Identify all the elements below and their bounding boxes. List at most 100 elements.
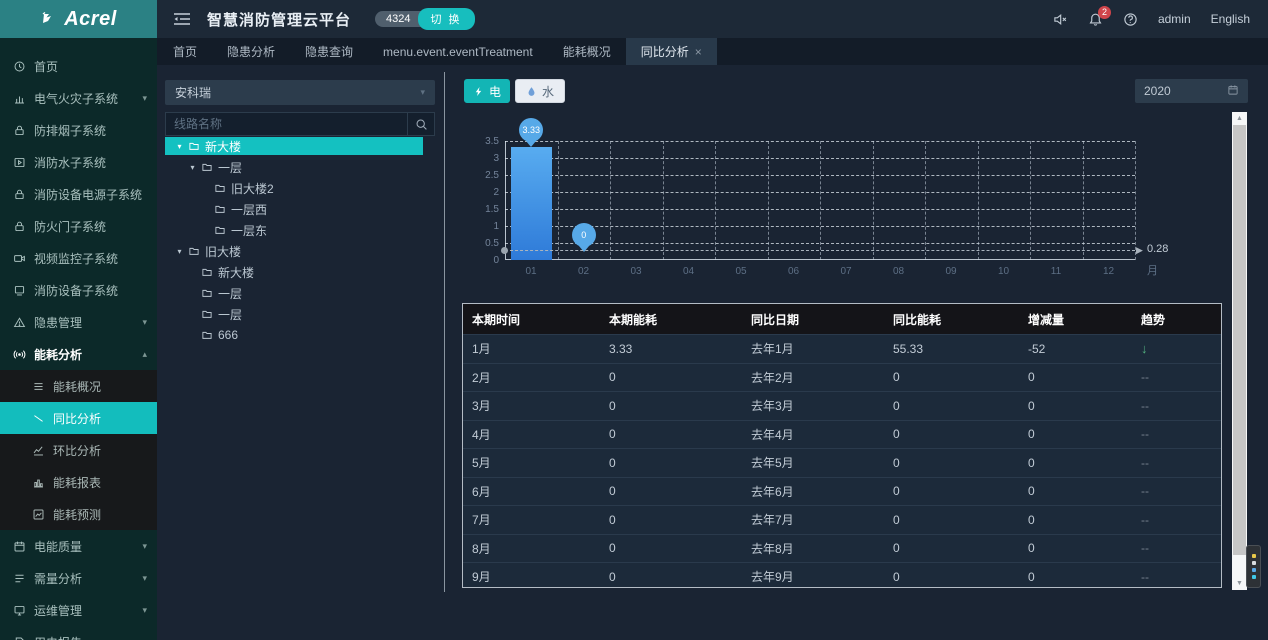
tree-node-1[interactable]: ▾一层: [165, 158, 423, 176]
table-row[interactable]: 9月0去年9月00--: [463, 562, 1221, 588]
tab-hazard-query[interactable]: 隐患查询: [290, 38, 368, 65]
y-axis-tick: 0: [461, 255, 499, 266]
sidebar-item-fire-door[interactable]: 防火门子系统: [0, 210, 157, 242]
table-row[interactable]: 7月0去年7月00--: [463, 505, 1221, 534]
tab-label: 隐患分析: [227, 43, 275, 60]
switch-button[interactable]: 切 换: [418, 8, 475, 30]
tab-home[interactable]: 首页: [158, 38, 212, 65]
company-select[interactable]: 安科瑞 ▾: [165, 80, 435, 105]
sidebar-item-power-quality[interactable]: 电能质量▾: [0, 530, 157, 562]
table-cell: 0: [884, 535, 1019, 563]
table-cell: 0: [1019, 478, 1132, 506]
close-icon[interactable]: ×: [695, 45, 702, 59]
y-axis-tick: 3.5: [461, 136, 499, 147]
sidebar-item-fire-water[interactable]: 消防水子系统: [0, 146, 157, 178]
tree-node-2[interactable]: 旧大楼2: [165, 179, 423, 197]
tree-node-5[interactable]: ▾旧大楼: [165, 242, 423, 260]
sidebar-subitem-energy-overview[interactable]: 能耗概况: [0, 370, 157, 402]
widget-dot: [1252, 554, 1256, 558]
markline-value: 0.28: [1147, 243, 1168, 255]
table-header-cell: 增减量: [1019, 304, 1132, 334]
sidebar-item-fire-equipment[interactable]: 消防设备子系统: [0, 274, 157, 306]
sidebar-item-home[interactable]: 首页: [0, 50, 157, 82]
tab-event-treatment[interactable]: menu.event.eventTreatment: [368, 38, 548, 65]
v-gridline: [1083, 141, 1084, 260]
caret-down-icon[interactable]: ▾: [173, 247, 186, 256]
sidebar-subitem-mom-analysis[interactable]: 环比分析: [0, 434, 157, 466]
sidebar-item-demand-analysis[interactable]: 需量分析▾: [0, 562, 157, 594]
scroll-up-icon[interactable]: ▲: [1232, 115, 1247, 122]
tree-node-0[interactable]: ▾ 新大楼: [165, 137, 423, 155]
sidebar-item-energy-analysis[interactable]: 能耗分析▴: [0, 338, 157, 370]
widget-dot: [1252, 575, 1256, 579]
line-search-input[interactable]: [165, 112, 407, 136]
sidebar-item-label: 防火门子系统: [34, 218, 106, 235]
caret-down-icon[interactable]: ▾: [173, 142, 186, 151]
sidebar-item-hazard-management[interactable]: 隐患管理▾: [0, 306, 157, 338]
x-axis-tick: 11: [1030, 266, 1082, 277]
tab-yoy-analysis[interactable]: 同比分析 ×: [626, 38, 717, 65]
table-cell: 0: [600, 535, 742, 563]
table-row[interactable]: 6月0去年6月00--: [463, 477, 1221, 506]
company-select-value: 安科瑞: [175, 84, 211, 101]
sidebar-item-fire-equipment-power[interactable]: 消防设备电源子系统: [0, 178, 157, 210]
tree-node-3[interactable]: 一层西: [165, 200, 423, 218]
tree-node-8[interactable]: 一层: [165, 305, 423, 323]
tree-node-9[interactable]: 666: [165, 326, 423, 344]
trend-flat: --: [1132, 506, 1221, 534]
tab-bar: 首页隐患分析隐患查询menu.event.eventTreatment能耗概况同…: [157, 38, 1268, 65]
sidebar-subitem-label: 能耗概况: [53, 378, 101, 395]
tab-energy-overview[interactable]: 能耗概况: [548, 38, 626, 65]
table-row[interactable]: 4月0去年4月00--: [463, 420, 1221, 449]
sidebar-item-electricity-report[interactable]: 用电报告: [0, 626, 157, 640]
speaker-mute-icon[interactable]: [1053, 12, 1068, 27]
device-icon: [13, 284, 26, 297]
table-cell: 0: [884, 563, 1019, 588]
sidebar-item-label: 需量分析: [34, 570, 82, 587]
menu-fold-icon[interactable]: [173, 12, 191, 26]
table-row[interactable]: 3月0去年3月00--: [463, 391, 1221, 420]
year-picker[interactable]: 2020: [1135, 79, 1248, 103]
scroll-down-icon[interactable]: ▼: [1232, 580, 1247, 587]
logo[interactable]: Acrel: [0, 0, 157, 38]
caret-down-icon[interactable]: ▾: [186, 163, 199, 172]
alarm-count-badge: 4324: [375, 11, 421, 27]
page-title: 智慧消防管理云平台: [207, 9, 351, 30]
vertical-scrollbar[interactable]: ▲ ▼: [1232, 112, 1247, 590]
language-switch[interactable]: English: [1211, 12, 1250, 26]
sidebar-subitem-label: 环比分析: [53, 442, 101, 459]
sidebar-subitem-energy-forecast[interactable]: 能耗预测: [0, 498, 157, 530]
tree-node-6[interactable]: 新大楼: [165, 263, 423, 281]
user-menu[interactable]: admin: [1158, 12, 1191, 26]
table-row[interactable]: 2月0去年2月00--: [463, 363, 1221, 392]
forecast-icon: [32, 508, 45, 521]
table-row[interactable]: 5月0去年5月00--: [463, 448, 1221, 477]
sidebar-subitem-energy-report[interactable]: 能耗报表: [0, 466, 157, 498]
tree-node-7[interactable]: 一层: [165, 284, 423, 302]
search-icon[interactable]: [407, 112, 435, 136]
sidebar-item-video-monitor[interactable]: 视频监控子系统: [0, 242, 157, 274]
v-gridline: [558, 141, 559, 260]
help-icon[interactable]: [1123, 12, 1138, 27]
tab-label: 同比分析: [641, 43, 689, 60]
sidebar-item-ops-management[interactable]: 运维管理▾: [0, 594, 157, 626]
water-tab-button[interactable]: 水: [515, 79, 565, 103]
sidebar-item-electrical-fire[interactable]: 电气火灾子系统▾: [0, 82, 157, 114]
scrollbar-thumb[interactable]: [1233, 125, 1246, 555]
bar-month-01[interactable]: [511, 147, 552, 260]
table-row[interactable]: 8月0去年8月00--: [463, 534, 1221, 563]
bell-icon[interactable]: 2: [1088, 12, 1103, 27]
electric-tab-button[interactable]: 电: [464, 79, 510, 103]
y-axis-tick: 0.5: [461, 238, 499, 249]
trend-down-icon: ↓: [1132, 335, 1221, 363]
sidebar-subitem-yoy-analysis[interactable]: 同比分析: [0, 402, 157, 434]
tree-node-label: 新大楼: [205, 138, 241, 155]
table-cell: 去年6月: [742, 478, 884, 506]
tree-node-4[interactable]: 一层东: [165, 221, 423, 239]
sidebar-menu: 首页电气火灾子系统▾防排烟子系统消防水子系统消防设备电源子系统防火门子系统视频监…: [0, 38, 157, 640]
sidebar-item-smoke-control[interactable]: 防排烟子系统: [0, 114, 157, 146]
tab-hazard-analysis[interactable]: 隐患分析: [212, 38, 290, 65]
warning-icon: [13, 316, 26, 329]
table-row[interactable]: 1月3.33去年1月55.33-52↓: [463, 334, 1221, 363]
floating-widget[interactable]: [1246, 545, 1261, 588]
